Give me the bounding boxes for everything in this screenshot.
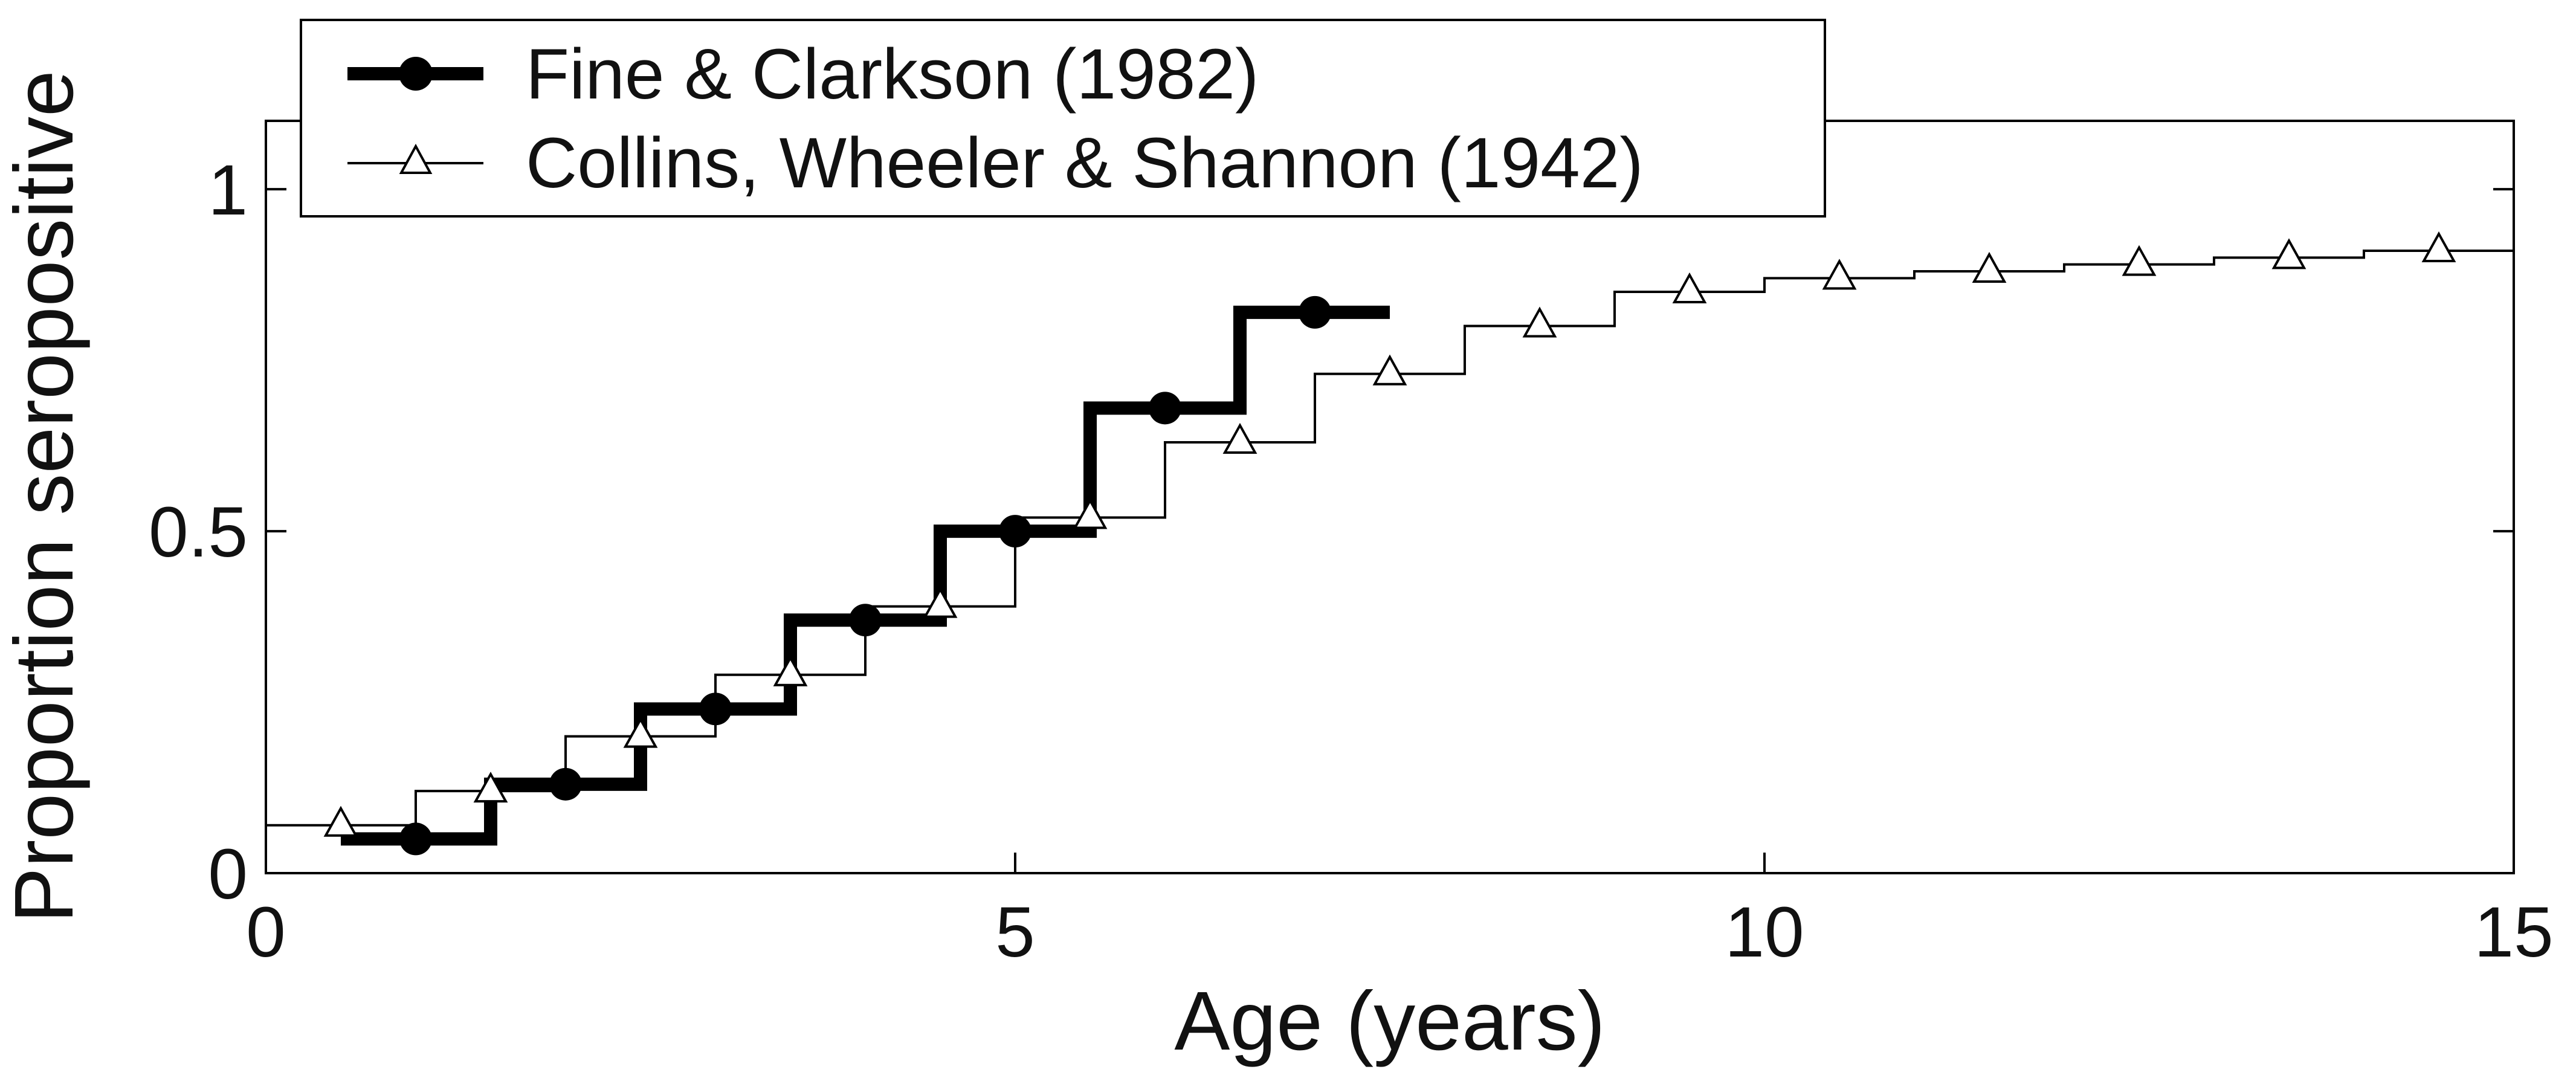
data-point-collins <box>1672 272 1707 303</box>
x-axis-title: Age (years) <box>1174 975 1605 1068</box>
x-tick-label: 10 <box>1725 892 1804 972</box>
data-point-collins <box>1972 251 2007 283</box>
data-point-fine-clarkson <box>549 767 582 801</box>
data-point-fine-clarkson <box>699 692 732 726</box>
data-point-collins <box>2421 231 2456 263</box>
data-point-collins <box>1372 354 1407 386</box>
y-tick-label: 0 <box>208 834 248 914</box>
x-tick-label: 0 <box>246 892 286 972</box>
data-point-fine-clarkson <box>1149 392 1181 425</box>
data-point-collins <box>1222 422 1257 454</box>
y-tick-label: 0.5 <box>149 492 248 572</box>
data-point-collins <box>1822 259 1857 290</box>
data-point-fine-clarkson <box>1299 295 1331 329</box>
series-layer <box>266 231 2514 856</box>
data-point-fine-clarkson <box>399 822 432 856</box>
x-tick-label: 15 <box>2474 892 2553 972</box>
legend-label-series-1: Fine & Clarkson (1982) <box>526 34 1259 114</box>
data-point-collins <box>773 655 808 686</box>
x-tick-label: 5 <box>995 892 1035 972</box>
legend-label-series-2: Collins, Wheeler & Shannon (1942) <box>526 123 1644 203</box>
data-point-collins <box>2122 245 2157 276</box>
plot-area-frame <box>265 120 2515 874</box>
data-point-collins <box>1522 306 1557 338</box>
legend: Fine & Clarkson (1982) Collins, Wheeler … <box>300 19 1826 218</box>
data-point-collins <box>473 772 508 803</box>
data-point-collins <box>1073 498 1108 529</box>
data-point-fine-clarkson <box>849 604 882 637</box>
y-tick-label: 1 <box>208 150 248 230</box>
legend-marker-series-2 <box>399 143 433 174</box>
data-point-collins <box>923 587 958 618</box>
legend-box <box>300 19 1826 218</box>
data-point-collins <box>623 717 658 748</box>
data-point-fine-clarkson <box>999 515 1031 548</box>
data-point-collins <box>323 805 358 837</box>
y-axis-title: Proportion seropositive <box>0 70 91 923</box>
data-point-collins <box>2271 238 2306 269</box>
legend-marker-series-1 <box>399 57 433 91</box>
axis-ticks: 0 5 10 15 0 0.5 1 <box>149 121 2554 972</box>
